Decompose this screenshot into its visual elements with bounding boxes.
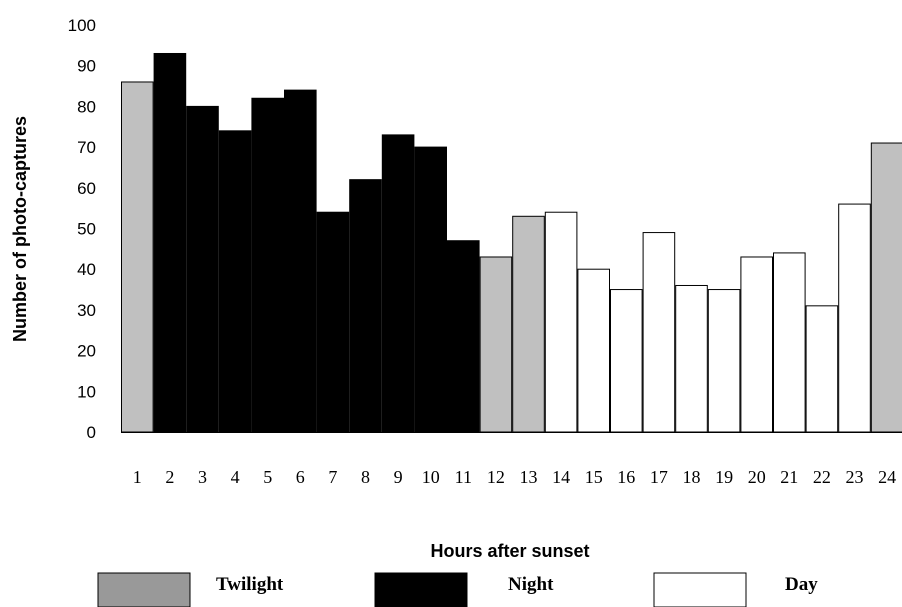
x-axis-ticks: 1 2 3 4 5 6 7 8 9 10 11 12 13 14 15 16 17 18 19 20 21 22 23 24 (133, 467, 896, 487)
y-tick-label: 0 (87, 423, 96, 442)
y-tick-label: 100 (68, 16, 96, 35)
x-tick-label: 20 (748, 467, 766, 487)
x-tick-label: 19 (715, 467, 733, 487)
y-tick-label: 20 (77, 342, 96, 361)
x-tick-label: 17 (650, 467, 668, 487)
y-tick-label: 10 (77, 382, 96, 401)
y-tick-label: 90 (77, 57, 96, 76)
x-tick-label: 16 (617, 467, 635, 487)
bar-hour-18 (675, 284, 708, 433)
x-tick-label: 1 (133, 467, 142, 487)
x-tick-label: 2 (165, 467, 174, 487)
legend-swatch-twilight (97, 572, 191, 607)
x-tick-label: 13 (520, 467, 538, 487)
bar-hour-21 (773, 252, 806, 433)
legend-label-day: Day (785, 574, 818, 595)
x-tick-label: 11 (455, 467, 472, 487)
bar-hour-19 (707, 289, 741, 433)
bars (121, 52, 902, 433)
y-tick-label: 40 (77, 260, 96, 279)
bar-hour-23 (838, 203, 871, 433)
y-axis-label: Number of photo-captures (10, 116, 30, 342)
x-tick-label: 14 (552, 467, 570, 487)
x-tick-label: 21 (780, 467, 798, 487)
x-tick-label: 12 (487, 467, 505, 487)
x-tick-label: 23 (846, 467, 864, 487)
bar-hour-8 (349, 179, 382, 433)
y-tick-label: 80 (77, 97, 96, 116)
legend-swatch-day (653, 572, 747, 607)
y-tick-label: 70 (77, 138, 96, 157)
x-tick-label: 3 (198, 467, 207, 487)
bar-hour-16 (610, 289, 643, 433)
bar-hour-4 (218, 130, 252, 433)
bar-hour-5 (251, 97, 284, 433)
x-tick-label: 6 (296, 467, 305, 487)
x-tick-label: 18 (683, 467, 701, 487)
x-tick-label: 10 (422, 467, 440, 487)
bar-hour-2 (153, 52, 187, 433)
x-tick-label: 8 (361, 467, 370, 487)
y-tick-label: 60 (77, 179, 96, 198)
bar-hour-17 (642, 232, 676, 433)
bar-hour-14 (544, 211, 578, 433)
y-tick-label: 30 (77, 301, 96, 320)
bar-hour-3 (186, 105, 219, 433)
legend-swatch-night (374, 572, 468, 607)
legend: Twilight Night Day (97, 572, 818, 607)
x-tick-label: 24 (878, 467, 896, 487)
bar-hour-22 (805, 305, 839, 433)
bar-hour-1 (121, 81, 154, 433)
bar-hour-7 (316, 211, 350, 433)
x-tick-label: 15 (585, 467, 603, 487)
bar-hour-20 (740, 256, 774, 433)
y-axis-ticks: 0 10 20 30 40 50 60 70 80 90 100 (68, 16, 96, 442)
x-tick-label: 4 (231, 467, 240, 487)
x-tick-label: 7 (328, 467, 337, 487)
bar-hour-15 (577, 268, 611, 433)
x-tick-label: 22 (813, 467, 831, 487)
x-tick-label: 9 (394, 467, 403, 487)
x-tick-label: 5 (263, 467, 272, 487)
legend-label-night: Night (508, 574, 554, 595)
bar-hour-9 (381, 134, 415, 433)
bar-hour-10 (414, 146, 447, 433)
bar-hour-13 (512, 215, 545, 433)
bar-hour-11 (447, 240, 480, 433)
bar-hour-24 (870, 142, 902, 433)
legend-label-twilight: Twilight (216, 574, 284, 595)
bar-hour-12 (479, 256, 513, 433)
bar-hour-6 (284, 89, 317, 433)
y-tick-label: 50 (77, 220, 96, 239)
x-axis-label: Hours after sunset (430, 541, 589, 561)
